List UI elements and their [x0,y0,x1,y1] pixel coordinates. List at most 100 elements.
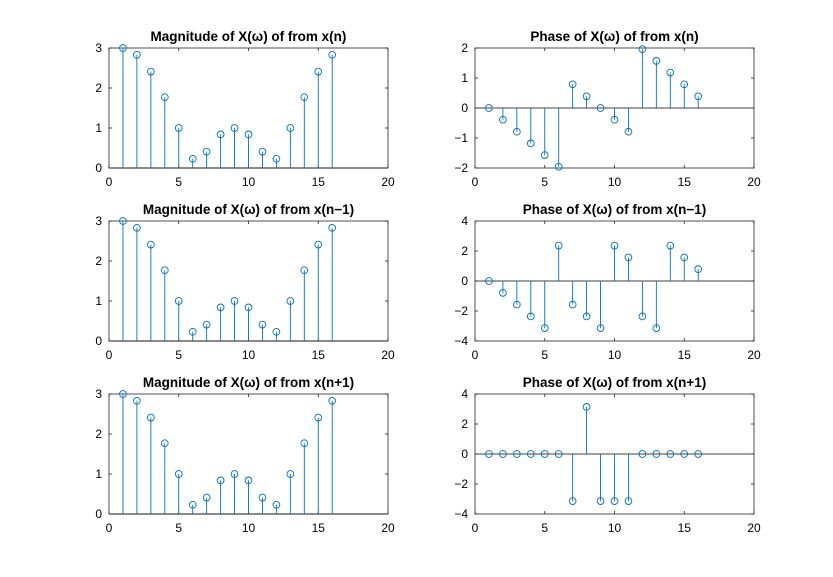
x-tick-label: 15 [678,348,692,362]
y-tick-label: 0 [461,274,468,288]
x-tick-label: 5 [541,175,548,189]
stem-marker [582,403,591,411]
x-tick-label: 20 [381,348,395,362]
stem-marker [216,303,225,312]
stem-marker [258,320,267,329]
stem-marker [624,127,633,136]
stem-marker [485,277,493,285]
x-tick-label: 15 [678,175,692,189]
x-tick-label: 10 [608,348,622,362]
stem-marker [160,266,169,275]
stem-marker [216,476,225,485]
stem-marker [596,497,605,505]
stem-marker [526,450,535,458]
y-tick-label: 0 [95,161,102,175]
x-tick-label: 20 [747,175,761,189]
stem-marker [300,93,309,102]
stem-marker [610,497,619,505]
x-tick-label: 15 [312,521,326,535]
y-tick-label: 2 [95,254,102,268]
subplot-title: Magnitude of X(ω) of from x(n+1) [143,375,354,390]
x-tick-label: 5 [175,348,182,362]
stem-marker [596,324,605,332]
stem-marker [499,115,507,124]
x-tick-label: 20 [747,348,761,362]
y-tick-label: 0 [461,447,468,461]
subplot-2: 0 5 10 15 20 −2 −1 0 1 2 Phase of X(ω) of from x(n… [454,29,761,189]
stem-marker [568,300,577,309]
stem-marker [272,500,281,509]
stem-marker [652,450,661,458]
x-tick-label: 20 [747,521,761,535]
stem-marker [666,241,675,250]
x-tick-label: 20 [381,521,395,535]
stem-marker [638,45,647,54]
stem-marker [300,439,309,448]
stem-marker [230,470,239,478]
stem-marker [328,50,337,59]
y-tick-label: 1 [95,294,102,308]
stem-marker [610,115,619,124]
stem-marker [582,312,591,321]
stem-marker [314,67,323,76]
stem-marker [119,390,127,398]
subplot-6: 0 5 10 15 20 −4 −2 0 2 4 Phase of X(ω) of from x(n… [454,375,761,535]
y-tick-label: −2 [454,477,468,491]
x-tick-label: 0 [472,175,479,189]
stem-marker [119,44,127,52]
x-tick-label: 0 [106,175,113,189]
stem-marker [485,104,493,112]
stem-marker [512,300,521,309]
stem-marker [244,130,253,139]
x-tick-label: 10 [242,175,256,189]
subplot-title: Phase of X(ω) of from x(n) [530,29,698,44]
subplot-title: Magnitude of X(ω) of from x(n−1) [143,202,354,217]
x-tick-label: 0 [472,348,479,362]
stem-marker [328,396,337,405]
stem-marker [512,127,521,136]
stem-marker [174,470,183,478]
stem-marker [174,124,183,132]
stem-marker [512,450,521,458]
stem-marker [258,493,267,502]
stem-marker [133,396,141,405]
stem-marker [554,162,563,171]
x-tick-label: 10 [608,521,622,535]
x-tick-label: 15 [678,521,692,535]
stem-marker [666,450,675,458]
subplot-1: 0 5 10 15 20 0 1 2 3 Magnitude of X(ω) of from x(… [95,29,395,189]
stem-marker [133,50,141,59]
x-tick-label: 5 [175,521,182,535]
y-tick-label: 2 [461,244,468,258]
x-tick-label: 15 [312,348,326,362]
stem-marker [202,320,211,329]
y-tick-label: −4 [454,507,468,521]
stem-marker [694,450,703,458]
stem-marker [188,154,197,163]
stem-marker [300,266,309,275]
stem-marker [133,223,141,232]
y-tick-label: 2 [461,417,468,431]
stem-marker [314,413,323,422]
stem-marker [258,147,267,156]
stem-marker [272,154,281,163]
stem-marker [499,450,507,458]
stem-marker [638,450,647,458]
stem-marker [652,324,661,332]
stem-marker [624,253,633,262]
y-tick-label: 4 [461,387,468,401]
stem-marker [568,497,577,505]
x-tick-label: 10 [242,348,256,362]
stem-marker [160,93,169,102]
subplot-title: Phase of X(ω) of from x(n−1) [523,202,707,217]
subplot-title: Phase of X(ω) of from x(n+1) [523,375,707,390]
stem-marker [666,68,675,77]
subplot-title: Magnitude of X(ω) of from x(n) [151,29,347,44]
stem-marker [244,476,253,485]
x-tick-label: 10 [242,521,256,535]
stem-marker [230,124,239,132]
stem-marker [680,450,689,458]
y-tick-label: 0 [461,101,468,115]
stem-marker [119,217,127,225]
